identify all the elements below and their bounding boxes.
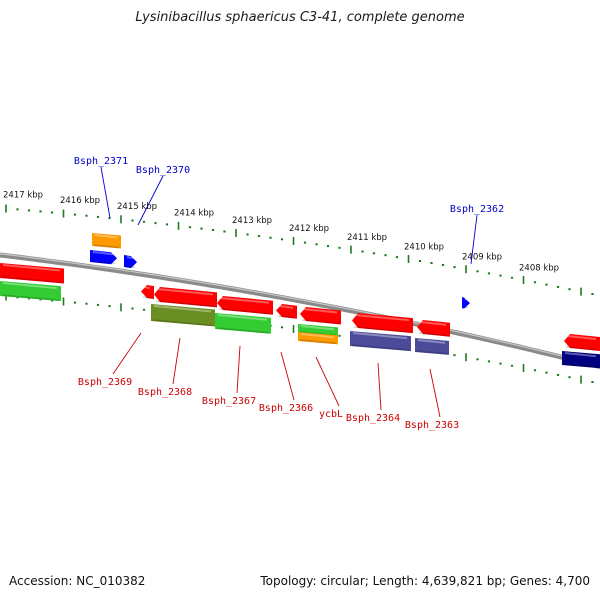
- genome-backbone: [0, 252, 600, 370]
- scale-label: 2409 kbp: [462, 253, 502, 263]
- scale-labels: 2417 kbp 2416 kbp 2415 kbp 2414 kbp 2413 kbp…: [3, 191, 559, 274]
- genome-summary-text: Topology: circular; Length: 4,639,821 bp…: [260, 574, 590, 588]
- gene-label-ycbl: ycbL: [319, 409, 343, 420]
- label-leader: [470, 214, 478, 265]
- gene-label-bsph_2362: Bsph_2362: [450, 204, 504, 215]
- gene-label-bsph_2363: Bsph_2363: [405, 420, 459, 431]
- gene-feature-orange: [92, 233, 121, 249]
- gene-feature-green: [215, 313, 271, 334]
- label-leader: [112, 332, 142, 375]
- gene-feature-olive: [151, 304, 215, 327]
- scale-label: 2410 kbp: [404, 242, 444, 252]
- label-leader: [315, 356, 340, 407]
- cds-feature: [417, 320, 450, 337]
- gene-label-bsph_2366: Bsph_2366: [259, 403, 313, 414]
- gene-feature-blue: [462, 297, 470, 309]
- gene-feature-slate: [415, 338, 449, 355]
- cds-feature: [141, 285, 154, 300]
- scale-label: 2413 kbp: [232, 216, 272, 226]
- label-leader: [280, 351, 295, 401]
- label-leader: [100, 166, 111, 219]
- scale-label: 2415 kbp: [117, 202, 157, 212]
- label-leader: [377, 362, 382, 411]
- cds-feature: [352, 313, 413, 334]
- gene-feature-blue: [90, 250, 117, 265]
- cds-feature: [154, 287, 217, 308]
- gene-feature-slate: [350, 331, 411, 352]
- genome-backbone-highlight: [0, 253, 600, 366]
- gene-label-bsph_2370: Bsph_2370: [136, 165, 190, 176]
- label-leader: [172, 337, 181, 385]
- scale-label: 2414 kbp: [174, 208, 214, 218]
- label-leader: [429, 368, 441, 418]
- label-leader: [137, 175, 164, 226]
- gene-feature-green: [0, 281, 61, 302]
- cds-feature: [300, 307, 341, 325]
- label-leaders: [100, 166, 478, 418]
- scale-label: 2416 kbp: [60, 196, 100, 206]
- gene-label-bsph_2369: Bsph_2369: [78, 377, 132, 388]
- cds-feature: [217, 296, 273, 315]
- gene-label-bsph_2364: Bsph_2364: [346, 413, 400, 424]
- gene-feature-blue: [124, 255, 137, 269]
- gene-features: [0, 233, 600, 369]
- gene-label-bsph_2371: Bsph_2371: [74, 156, 128, 167]
- gene-feature-navy: [562, 351, 600, 369]
- map-title: Lysinibacillus sphaericus C3-41, complet…: [135, 10, 465, 25]
- scale-ticks-top: [5, 204, 594, 296]
- cds-feature: [564, 334, 600, 352]
- scale-label: 2412 kbp: [289, 224, 329, 234]
- accession-text: Accession: NC_010382: [9, 574, 146, 588]
- gene-label-bsph_2367: Bsph_2367: [202, 396, 256, 407]
- gene-label-bsph_2368: Bsph_2368: [138, 387, 192, 398]
- scale-label: 2411 kbp: [347, 233, 387, 243]
- gene-feature-orange: [298, 332, 338, 345]
- cds-feature: [0, 263, 64, 284]
- scale-label: 2417 kbp: [3, 191, 43, 201]
- label-leader: [236, 345, 241, 394]
- gene-labels: Bsph_2371 Bsph_2370 Bsph_2362 Bsph_2369 Bsph…: [74, 156, 504, 431]
- cds-feature: [276, 304, 297, 319]
- scale-label: 2408 kbp: [519, 264, 559, 274]
